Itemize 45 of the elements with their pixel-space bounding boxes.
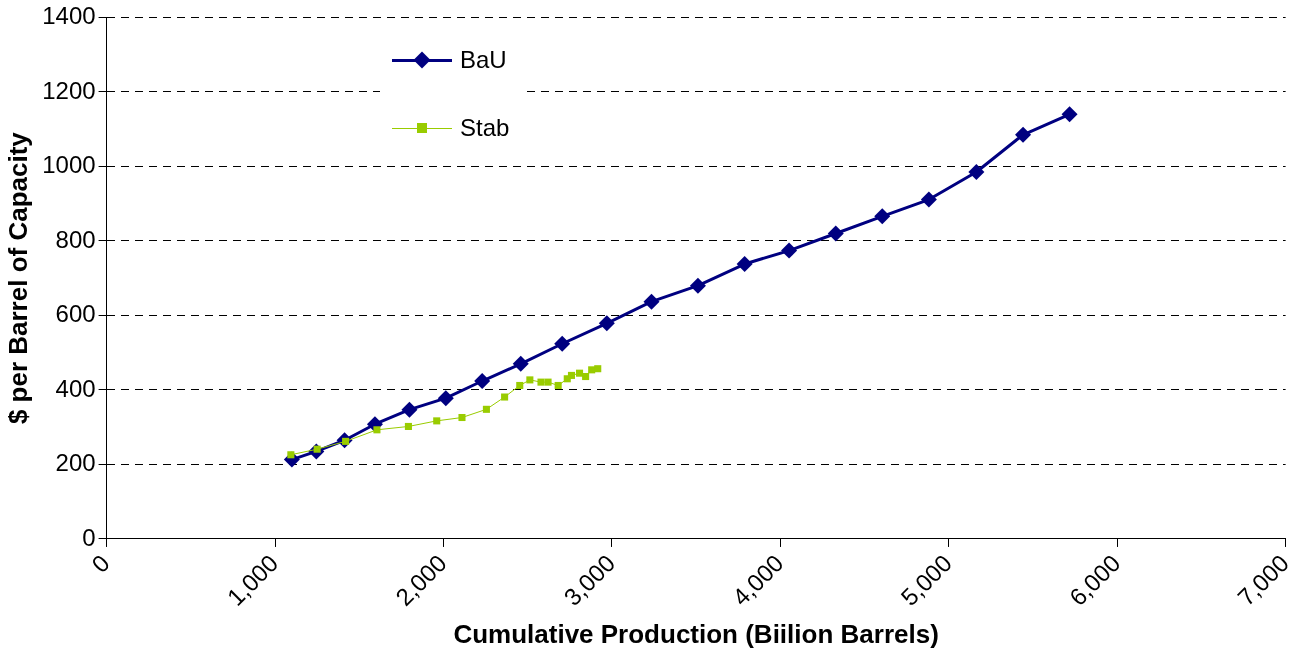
point bbox=[437, 390, 454, 407]
point bbox=[1015, 126, 1032, 143]
point bbox=[482, 405, 490, 413]
point bbox=[373, 426, 381, 434]
point bbox=[516, 381, 524, 390]
point bbox=[544, 378, 552, 386]
point bbox=[512, 355, 529, 372]
point bbox=[1061, 106, 1078, 123]
point bbox=[874, 208, 891, 225]
point bbox=[968, 164, 985, 181]
y-tick-label: 1400 bbox=[42, 2, 96, 30]
y-tick-label: 600 bbox=[55, 300, 96, 328]
y-axis-title: $ per Barrel of Capacity bbox=[2, 131, 33, 425]
point bbox=[554, 381, 562, 390]
point bbox=[401, 401, 418, 418]
point bbox=[689, 277, 706, 294]
point bbox=[554, 335, 571, 352]
point bbox=[576, 369, 584, 377]
point bbox=[404, 422, 412, 430]
point bbox=[287, 451, 295, 459]
legend-label: BaU bbox=[460, 46, 507, 74]
point bbox=[736, 256, 753, 273]
legend-label: Stab bbox=[460, 114, 510, 142]
x-axis-title: Cumulative Production (Biilion Barrels) bbox=[453, 618, 939, 649]
y-tick-label: 1000 bbox=[42, 151, 96, 179]
y-tick-label: 400 bbox=[55, 374, 96, 402]
point bbox=[594, 365, 602, 373]
y-tick-label: 1200 bbox=[42, 76, 96, 104]
y-tick-label: 0 bbox=[82, 523, 96, 551]
y-tick-label: 200 bbox=[55, 449, 96, 477]
x-tick-label: 0 bbox=[86, 549, 115, 578]
point bbox=[781, 242, 798, 259]
point bbox=[920, 191, 937, 208]
point bbox=[827, 225, 844, 242]
point bbox=[567, 371, 576, 379]
point bbox=[433, 417, 441, 425]
y-tick-label: 800 bbox=[55, 225, 96, 253]
point bbox=[526, 376, 534, 384]
point bbox=[537, 378, 545, 386]
point bbox=[458, 413, 466, 422]
point bbox=[474, 373, 491, 390]
point bbox=[582, 373, 590, 381]
point bbox=[501, 393, 509, 401]
point bbox=[643, 293, 660, 310]
point bbox=[598, 315, 615, 332]
